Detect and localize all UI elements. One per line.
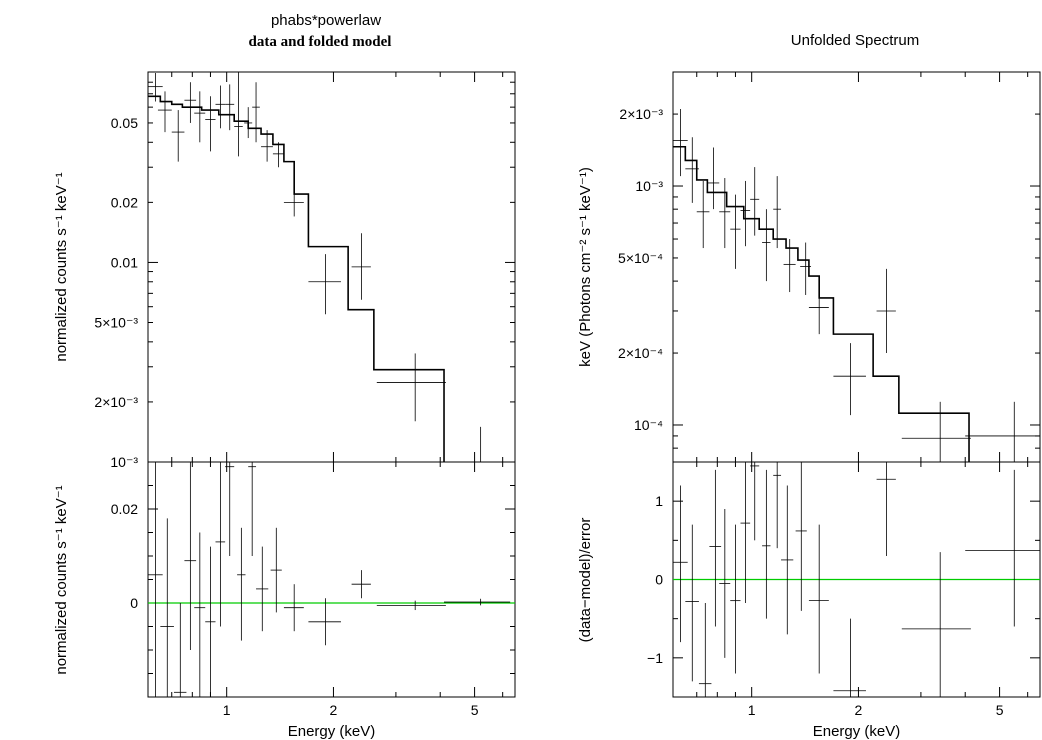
x-tick-label: 5: [996, 702, 1004, 718]
y-tick-label: 0.02: [111, 194, 138, 210]
series-group: [148, 72, 482, 462]
plot-frame: [147, 461, 516, 698]
model-step-line: [148, 95, 445, 462]
x-tick-label: 1: [748, 702, 756, 718]
y-tick-label: 5×10⁻³: [94, 315, 138, 331]
left-plot-subtitle: data and folded model: [249, 34, 392, 50]
x-axis-label: Energy (keV): [288, 723, 376, 740]
x-tick-label: 2: [330, 702, 338, 718]
x-tick-label: 1: [223, 702, 231, 718]
y-tick-label: −1: [647, 650, 663, 666]
chart-unfolded: 2×10⁻³ 10⁻³ 5×10⁻⁴ 2×10⁻⁴ 10⁻⁴ keV (Photons c…: [577, 71, 1041, 463]
y-axis-label: keV (Photons cm⁻² s⁻¹ keV⁻¹): [577, 167, 594, 367]
series-group: [148, 462, 515, 697]
x-tick-label: 5: [471, 702, 479, 718]
left-plot-title: phabs*powerlaw: [271, 12, 381, 29]
y-tick-label: 2×10⁻³: [619, 106, 663, 122]
x-axis-label: Energy (keV): [813, 723, 901, 740]
y-axis-label: normalized counts s⁻¹ keV⁻¹: [53, 172, 70, 361]
y-tick-label: 10⁻³: [110, 454, 138, 470]
right-plot-title: Unfolded Spectrum: [791, 32, 919, 49]
y-tick-label: 0.02: [111, 501, 138, 517]
series-group: [673, 462, 1040, 697]
y-axis-label: (data−model)/error: [577, 518, 594, 643]
y-tick-label: 2×10⁻³: [94, 394, 138, 410]
model-step-line: [673, 145, 970, 462]
y-tick-label: 0.01: [111, 254, 138, 270]
y-axis-label: normalized counts s⁻¹ keV⁻¹: [53, 485, 70, 674]
y-tick-label: 5×10⁻⁴: [618, 250, 663, 266]
y-tick-label: 10⁻³: [635, 178, 663, 194]
x-tick-label: 2: [855, 702, 863, 718]
plot-area: 0.05 0.02 0.01 5×10⁻³ 2×10⁻³ 10⁻³ normalized c…: [53, 71, 1041, 740]
y-tick-label: 0: [655, 572, 663, 588]
y-tick-label: 10⁻⁴: [634, 417, 663, 433]
chart-folded: 0.05 0.02 0.01 5×10⁻³ 2×10⁻³ 10⁻³ normalized c…: [53, 71, 516, 470]
series-group: [673, 109, 1040, 462]
plot-frame: [672, 71, 1041, 463]
plot-frame: [147, 71, 516, 463]
chart-ratio: 1 2 5 1 0 −1 (data−model)/error Energy (keV): [577, 461, 1041, 740]
y-tick-label: 1: [655, 493, 663, 509]
y-tick-label: 2×10⁻⁴: [618, 345, 663, 361]
y-tick-label: 0.05: [111, 115, 138, 131]
y-tick-label: 0: [130, 595, 138, 611]
chart-residuals: 1 2 5 0.02 0 normalized counts s⁻¹ keV⁻¹ Energ…: [53, 461, 516, 740]
